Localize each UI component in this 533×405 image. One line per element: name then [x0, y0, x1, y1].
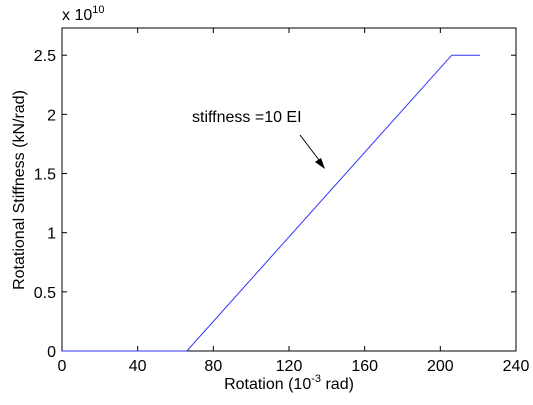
x-tick-label: 40 — [129, 358, 147, 375]
y-tick-label: 2.5 — [34, 48, 56, 65]
multiplier-base: x 10 — [62, 7, 92, 24]
x-tick-label: 240 — [503, 358, 530, 375]
y-tick-label: 1 — [47, 226, 56, 243]
x-label-exponent: -3 — [311, 373, 321, 385]
x-label-part: Rotation (10 — [224, 376, 311, 393]
y-tick-label: 1.5 — [34, 167, 56, 184]
x-tick-label: 160 — [351, 358, 378, 375]
plot-frame — [61, 27, 517, 352]
x-label-part: rad) — [321, 376, 354, 393]
x-tick-label: 200 — [427, 358, 454, 375]
y-tick-label: 2 — [47, 107, 56, 124]
multiplier-exponent: 10 — [92, 4, 104, 16]
annotation-arrow — [299, 134, 323, 165]
data-line — [62, 54, 481, 352]
x-axis-label: Rotation (10-3 rad) — [224, 373, 354, 393]
x-tick-label: 80 — [204, 358, 222, 375]
y-multiplier: x 1010 — [62, 4, 105, 24]
x-tick-label: 120 — [276, 358, 303, 375]
y-tick-label: 0.5 — [34, 285, 56, 302]
y-axis-label: Rotational Stiffness (kN/rad) — [11, 90, 28, 290]
x-tick-label: 0 — [58, 358, 67, 375]
y-tick-label: 0 — [47, 344, 56, 361]
arrow-head — [315, 158, 325, 169]
annotation: stiffness =10 EI — [192, 109, 302, 126]
